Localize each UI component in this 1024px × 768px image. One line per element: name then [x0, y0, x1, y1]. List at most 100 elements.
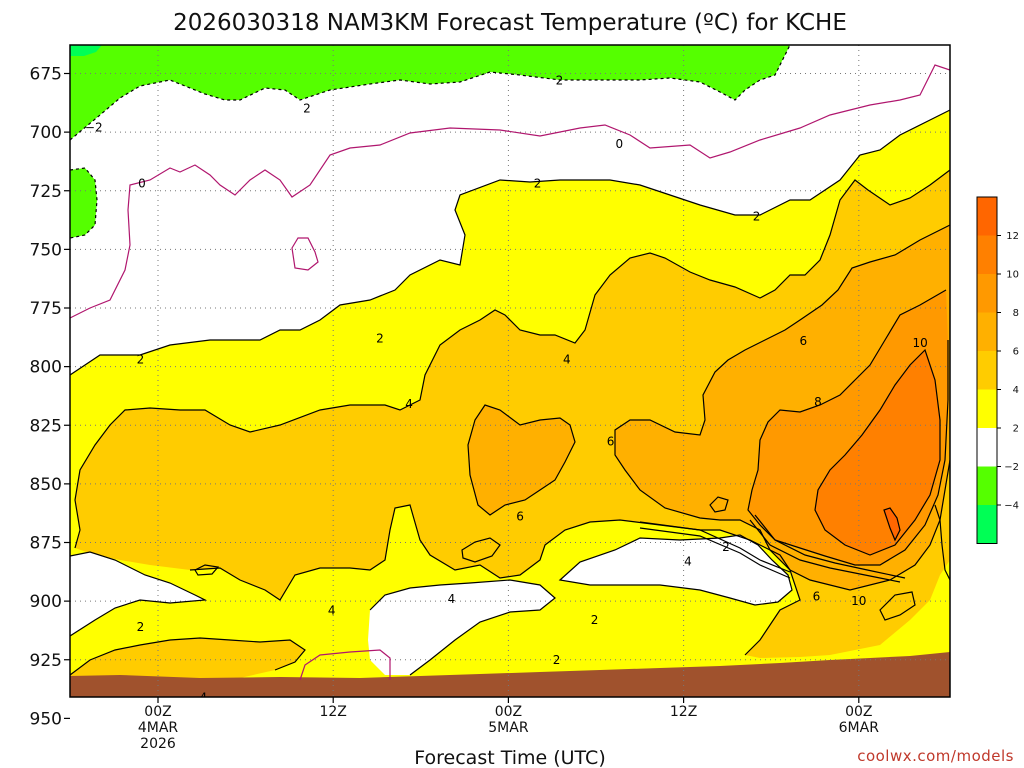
contour-label: 4 [405, 397, 413, 411]
colorbar-frame [976, 196, 998, 544]
colorbar-label: 4 [1013, 385, 1019, 396]
contour-stack-1 [639, 521, 791, 573]
region-6-8-mid [468, 405, 575, 515]
x-tick-label: 00Z [495, 704, 522, 720]
contour-lines [70, 45, 950, 681]
colorbar-bin [977, 505, 997, 544]
contour-2-lower-mid [369, 579, 556, 676]
contour-label: −2 [85, 120, 103, 134]
contour-label: 2 [553, 653, 561, 667]
y-tick-label: 750 [30, 240, 62, 260]
contour-8 [747, 289, 949, 566]
region-green-corner [70, 45, 102, 56]
contour-minus2 [70, 45, 791, 141]
contour-2-upper [70, 109, 950, 376]
x-tick-label: 5MAR [488, 720, 529, 736]
contour-label: 2 [534, 177, 542, 191]
region-10-12 [815, 350, 940, 555]
x-tick-label: 2026 [140, 736, 176, 752]
y-tick-label: 700 [30, 123, 62, 143]
x-tick-label: 6MAR [839, 720, 880, 736]
contour-label: 2 [303, 102, 311, 116]
contour-tiny-1 [709, 496, 729, 513]
colorbar-label: 12 [1006, 231, 1019, 242]
y-tick-label: 875 [30, 534, 62, 554]
contour-minus2-left [70, 167, 98, 239]
contour-stack-2 [639, 527, 791, 579]
colorbar-bin [977, 466, 997, 505]
contour-label: 2 [556, 74, 564, 88]
region-white-low-mid [368, 580, 555, 675]
colorbar-bin [977, 351, 997, 390]
y-tick-label: 850 [30, 475, 62, 495]
contour-4-surface [189, 504, 801, 656]
region-green-top [70, 45, 790, 140]
contour-label: 0 [138, 177, 146, 191]
y-tick-label: 950 [30, 709, 62, 729]
contour-label: 10 [912, 336, 927, 350]
contour-label: 6 [516, 510, 524, 524]
region-white-low-right [560, 535, 792, 605]
colorbar-bin [977, 274, 997, 313]
contour-label: 4 [563, 353, 571, 367]
contour-tiny-2 [461, 537, 501, 563]
x-tick-label: 4MAR [138, 720, 179, 736]
ground-surface [70, 652, 950, 697]
region-10-12-spot [884, 508, 900, 540]
contour-right-edge [934, 504, 950, 581]
region-green-left [70, 168, 97, 238]
contour-stack-4 [754, 514, 906, 579]
region-4-6 [75, 170, 950, 658]
contour-label: 4 [684, 554, 692, 568]
plot-frame [69, 44, 951, 698]
grid [70, 45, 950, 697]
y-tick-label: 800 [30, 358, 62, 378]
contour-label: 2 [376, 331, 384, 345]
y-tick-label: 900 [30, 592, 62, 612]
credit-text: coolwx.com/models [857, 747, 1014, 765]
x-tick-label: 00Z [144, 704, 171, 720]
colorbar-bin [977, 312, 997, 351]
contour-labels: 2 2 −2 0 0 2 2 2 2 4 6 10 8 4 6 6 2 4 6 10 4 4 2 2 2 4 2 [85, 74, 928, 737]
contour-2-lower-left [70, 551, 208, 637]
y-tick-label: 675 [30, 65, 62, 85]
colorbar-bin [977, 389, 997, 428]
colorbar-label: 8 [1013, 308, 1019, 319]
contour-label: 6 [607, 435, 615, 449]
contour-label: 4 [199, 690, 207, 704]
colorbar-label: 2 [1013, 424, 1019, 435]
contour-label: 2 [137, 353, 145, 367]
region-white-low-left [70, 552, 205, 636]
contour-label: 2 [137, 620, 145, 634]
contour-12-spot [883, 507, 901, 542]
x-tick-label: 12Z [670, 704, 697, 720]
contour-label: 6 [799, 334, 807, 348]
contour-6 [614, 224, 950, 591]
contour-small-blob [879, 591, 916, 621]
colorbar-label: −4 [1004, 501, 1019, 512]
contour-6-mid [467, 404, 576, 516]
plot-area: 2 2 −2 0 0 2 2 2 2 4 6 10 8 4 6 6 2 4 6 10 4 4 2 2 2 4 2 [70, 45, 950, 737]
y-tick-label: 775 [30, 299, 62, 319]
contour-4 [74, 169, 950, 549]
contour-0-low [299, 649, 391, 681]
contour-label: 6 [813, 589, 821, 603]
x-tick-label: 00Z [845, 704, 872, 720]
contour-10 [814, 348, 941, 556]
contour-label: 0 [616, 137, 624, 151]
colorbar-bin [977, 428, 997, 467]
contour-stack-3 [749, 519, 901, 583]
colorbar-label: 6 [1013, 347, 1019, 358]
y-tick-label: 825 [30, 416, 62, 436]
contour-2-lower-right [558, 534, 793, 606]
colorbar: 12 10 8 6 4 2 −2 −4 [976, 196, 1019, 544]
contour-label: 2 [722, 540, 730, 554]
region-4-6-lower [70, 638, 305, 684]
contour-label: 2 [343, 723, 351, 737]
contour-label: 4 [448, 592, 456, 606]
colorbar-label: −2 [1004, 462, 1019, 473]
x-axis-label: Forecast Time (UTC) [414, 747, 605, 768]
x-tick-label: 12Z [319, 704, 346, 720]
contour-label: 4 [328, 604, 336, 618]
